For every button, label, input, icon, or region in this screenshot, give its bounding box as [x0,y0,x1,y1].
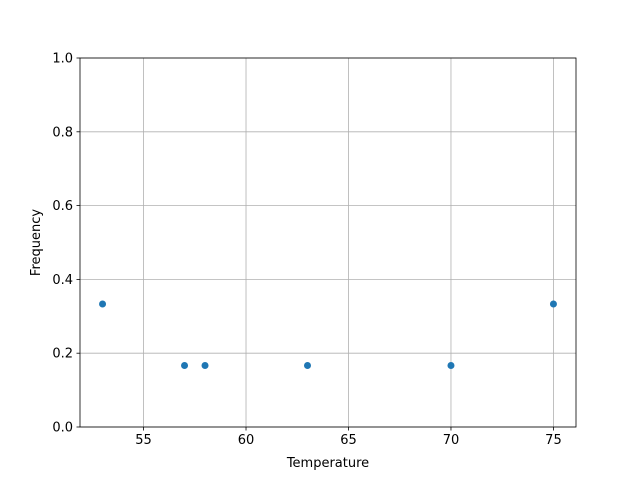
data-point [304,361,312,369]
grid [80,57,576,428]
y-tick-label: 0.0 [52,421,73,436]
data-point [181,361,189,369]
x-axis-label: Temperature [286,456,369,471]
data-point [201,361,209,369]
data-point [99,300,107,308]
y-tick-label: 0.2 [52,347,73,362]
data-point [447,361,455,369]
x-tick-label: 75 [545,433,562,448]
y-tick-label: 0.6 [52,199,73,214]
x-tick-label: 60 [238,433,255,448]
data-point [549,300,557,308]
y-tick-label: 1.0 [52,52,73,67]
x-tick-label: 65 [340,433,357,448]
y-tick-label: 0.8 [52,125,73,140]
x-tick-label: 70 [443,433,460,448]
y-tick-label: 0.4 [52,273,73,288]
data-points [99,300,557,369]
axis-ticks: 55 60 65 70 75 0.0 0.2 0.4 0.6 0.8 1.0 [52,52,561,449]
y-axis-label: Frequency [29,209,44,276]
plot-area-frame [79,57,577,428]
x-tick-label: 55 [135,433,152,448]
